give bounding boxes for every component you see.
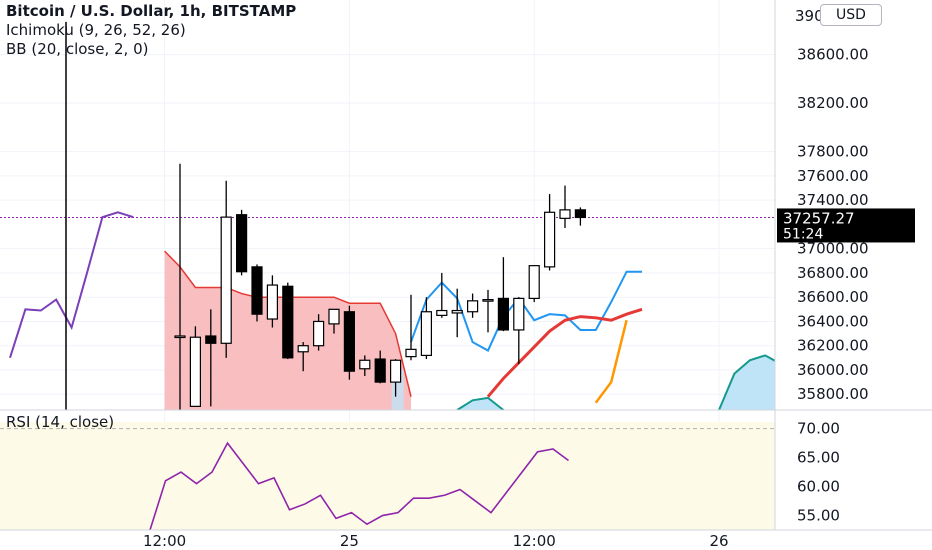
bb-basis-line [594,319,628,404]
candle-body [528,265,540,300]
symbol-title[interactable]: Bitcoin / U.S. Dollar, 1h, BITSTAMP [6,2,297,20]
candle-body [374,358,386,383]
kumo-bullish-small-area [457,397,504,410]
candle-body [266,284,278,320]
candle-body [236,214,248,273]
bb-legend[interactable]: BB (20, close, 2, 0) [6,40,149,58]
price-tick-label: 36200.00 [797,337,869,355]
time-tick-label: 12:00 [513,532,556,550]
indicator-lines [0,21,775,410]
candle-body [313,320,325,347]
kumo-bullish-future-area [719,355,775,410]
candle-body [482,299,494,302]
price-tick-label: 36400.00 [797,312,869,330]
rsi-tick-label: 55.00 [797,507,840,525]
chart-legend: Bitcoin / U.S. Dollar, 1h, BITSTAMP Ichi… [6,2,296,59]
price-tick-label: 36000.00 [797,361,869,379]
price-tick-label: 37800.00 [797,143,869,161]
tenkan-sen-line [410,270,642,352]
rsi-tick-label: 60.00 [797,478,840,496]
rsi-tick-label: 65.00 [797,449,840,467]
price-tick-label: 38600.00 [797,46,869,64]
candle-body [328,308,340,325]
candle-body [451,309,463,314]
candle-body [436,309,448,316]
candle-body [205,335,217,344]
currency-button[interactable]: USD [820,4,882,26]
price-tick-label: 37400.00 [797,191,869,209]
price-tick-label: 37000.00 [797,240,869,258]
price-tick-label: 35800.00 [797,385,869,403]
candle-body [390,359,402,383]
candle-body [343,311,355,372]
price-tick-label: 36800.00 [797,264,869,282]
candle-body [405,348,417,358]
candle-body [543,211,556,268]
candle-body [282,285,294,359]
candle-body [559,209,571,219]
price-tick-label: 37600.00 [797,167,869,185]
senkou-span-b-future-line [718,354,775,410]
candle-body [420,311,432,357]
candle-body [251,266,263,315]
candle-body [574,209,587,219]
kijun-sen-line [486,307,643,398]
candle-body [497,297,509,331]
rsi-legend[interactable]: RSI (14, close) [6,413,115,431]
current-price-tag [777,208,915,243]
rsi-pane [0,409,932,531]
candle-body [174,335,186,339]
price-tick-label: 36600.00 [797,288,869,306]
time-tick-label: 26 [709,532,728,550]
time-tick-label: 25 [340,532,359,550]
time-tick-label: 12:00 [143,532,186,550]
candle-body [467,300,479,313]
candles [174,163,587,410]
candle-body [189,336,201,407]
price-tick-label: 38200.00 [797,94,869,112]
rsi-band [0,422,775,530]
rsi-tick-label: 70.00 [797,420,840,438]
kumo-bullish-small-edge [456,396,505,410]
ichimoku-legend[interactable]: Ichimoku (9, 26, 52, 26) [6,21,186,39]
candle-body [513,297,525,331]
candle-body [297,345,309,353]
candle-body [359,359,371,370]
rsi-line [149,441,569,531]
chikou-span-line [9,211,134,359]
countdown-value: 51:24 [783,226,823,242]
current-price-value: 37257.27 [783,209,855,227]
candle-body [220,216,232,344]
